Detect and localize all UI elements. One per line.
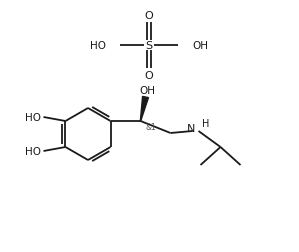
Text: HO: HO: [25, 146, 42, 156]
Text: HO: HO: [25, 113, 42, 122]
Text: H: H: [202, 118, 209, 129]
Text: S: S: [145, 41, 152, 51]
Text: O: O: [145, 71, 153, 81]
Text: OH: OH: [192, 41, 208, 51]
Polygon shape: [140, 97, 149, 121]
Text: HO: HO: [90, 41, 106, 51]
Text: &1: &1: [146, 123, 156, 132]
Text: N: N: [187, 123, 196, 134]
Text: O: O: [145, 11, 153, 21]
Text: OH: OH: [140, 86, 155, 96]
